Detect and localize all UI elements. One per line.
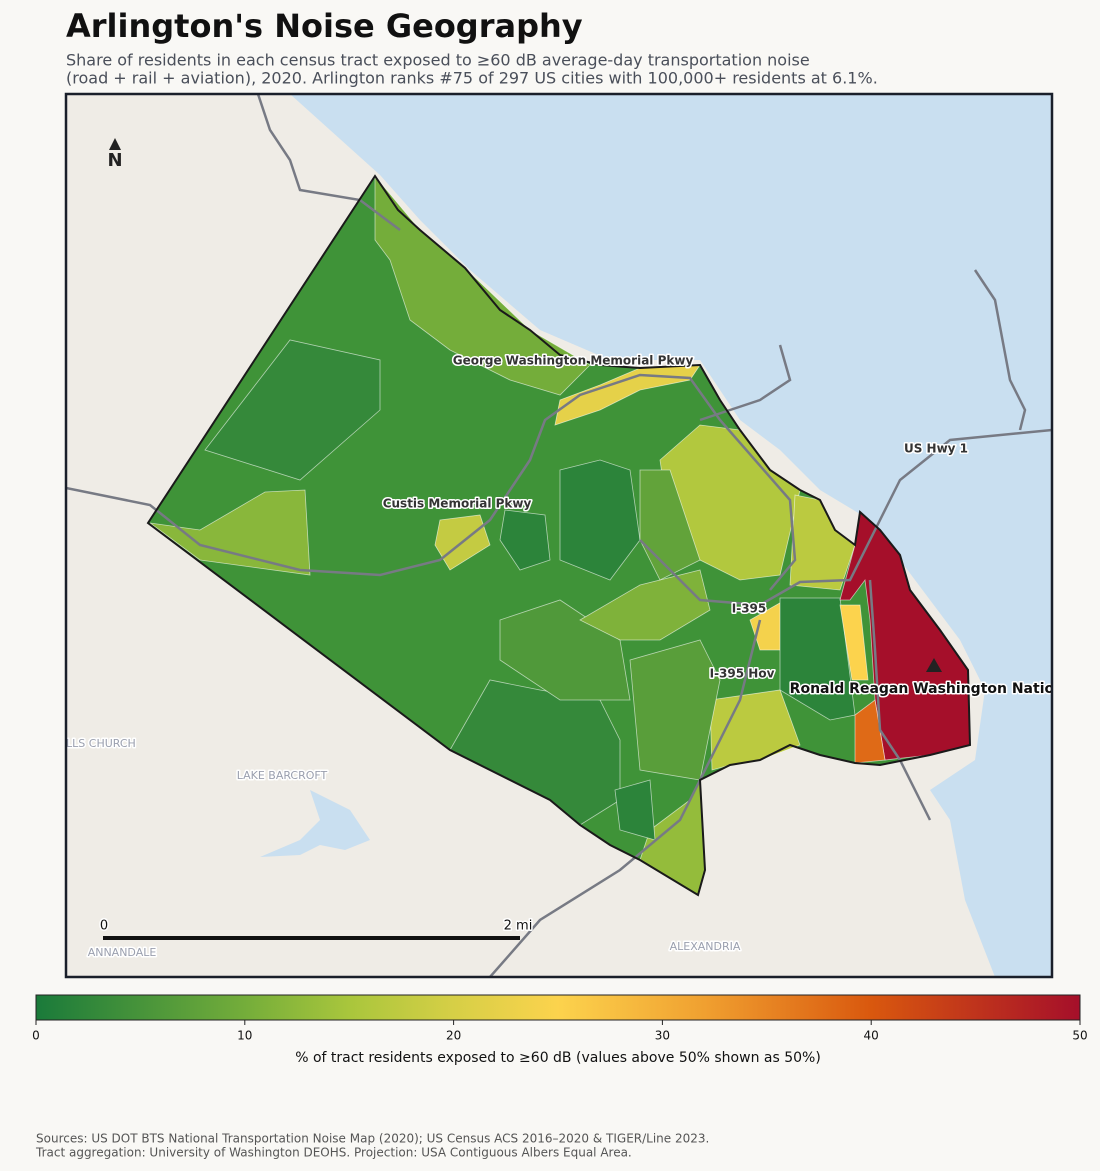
- airport-label: Ronald Reagan Washington National: [790, 681, 1079, 697]
- footer: Tract aggregation: University of Washing…: [35, 1146, 632, 1160]
- colorbar-tick-label: 40: [864, 1029, 879, 1043]
- tract: [579, 569, 711, 641]
- road-label: US Hwy 1: [904, 442, 968, 456]
- scale-start: 0: [100, 919, 108, 934]
- tract: [629, 639, 721, 781]
- scale-end: 2 mi: [504, 919, 533, 934]
- road-label: George Washington Memorial Pkwy: [453, 354, 694, 368]
- place-label: WEST FALLS CHURCH: [18, 737, 136, 750]
- subtitle: (road + rail + aviation), 2020. Arlingto…: [66, 69, 878, 88]
- tract: [499, 509, 551, 571]
- place-label: ANNANDALE: [88, 946, 157, 959]
- colorbar-tick-label: 50: [1072, 1029, 1087, 1043]
- colorbar-tick-label: 20: [446, 1029, 461, 1043]
- colorbar-tick-label: 10: [237, 1029, 252, 1043]
- county-outline: [146, 174, 972, 897]
- north-label: N: [107, 150, 122, 171]
- place-label: LAKE BARCROFT: [237, 769, 328, 782]
- tract: [854, 699, 886, 764]
- colorbar-tick-label: 30: [655, 1029, 670, 1043]
- place-label: ALEXANDRIA: [670, 940, 741, 953]
- north-arrow: [109, 138, 121, 150]
- road-label: I-395 Hov: [710, 667, 775, 681]
- tract: [149, 489, 311, 576]
- airport-marker: [926, 658, 942, 672]
- road-label: Custis Memorial Pkwy: [383, 497, 532, 511]
- colorbar: [35, 994, 1081, 1021]
- subtitle: Share of residents in each census tract …: [66, 51, 810, 70]
- tract: [839, 604, 869, 681]
- title: Arlington's Noise Geography: [66, 7, 583, 45]
- road-label: I-395: [732, 602, 767, 616]
- roads: [66, 94, 1052, 977]
- footer: Sources: US DOT BTS National Transportat…: [36, 1132, 709, 1146]
- map-frame: [64, 92, 1054, 979]
- lake: [260, 790, 370, 857]
- water: [290, 94, 1052, 977]
- tract: [204, 339, 381, 481]
- tract: [639, 469, 701, 581]
- colorbar-tick-label: 0: [32, 1029, 40, 1043]
- colorbar-label: % of tract residents exposed to ≥60 dB (…: [295, 1050, 821, 1066]
- map: N Ronald Reagan Washington National 0 2 …: [18, 94, 1079, 977]
